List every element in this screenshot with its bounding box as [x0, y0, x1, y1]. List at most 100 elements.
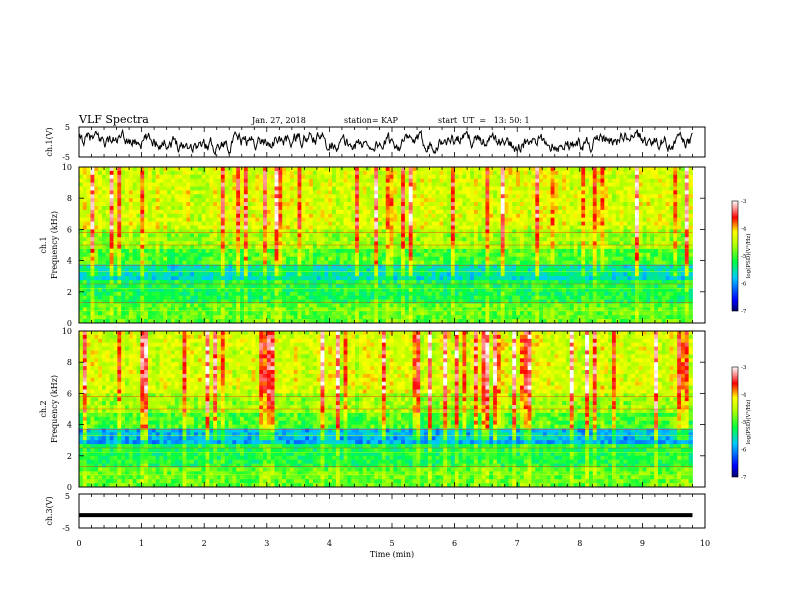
ch1-spectrogram-cell	[435, 217, 440, 222]
ch1-spectrogram-cell	[412, 248, 417, 254]
ch1-spectrogram-cell	[274, 237, 279, 242]
ch1-spectrogram-cell	[493, 190, 498, 195]
ch1-spectrogram-cell	[485, 198, 490, 203]
ch1-spectrogram-cell	[462, 229, 467, 234]
ch1-spectrogram-cell	[634, 280, 640, 285]
ch1-spectrogram-cell	[240, 233, 245, 238]
ch1-spectrogram-cell	[148, 233, 153, 238]
ch1-spectrogram-cell	[374, 276, 379, 281]
ch1-spectrogram-cell	[657, 264, 663, 269]
ch1-spectrogram-cell	[174, 256, 180, 261]
ch1-spectrogram-cell	[581, 221, 586, 226]
ch1-spectrogram-cell	[362, 202, 367, 207]
ch1-spectrogram-cell	[481, 209, 486, 215]
ch1-spectrogram-cell	[657, 276, 663, 281]
ch1-spectrogram-cell	[439, 280, 444, 285]
ch1-spectrogram-cell	[638, 194, 644, 199]
ch1-spectrogram-cell	[504, 178, 509, 183]
ch1-spectrogram-cell	[186, 272, 191, 277]
ch1-spectrogram-cell	[140, 260, 145, 265]
ch1-spectrogram-cell	[324, 170, 329, 176]
ch1-spectrogram-cell	[98, 213, 103, 219]
ch1-spectrogram-cell	[370, 221, 375, 226]
ch1-spectrogram-cell	[217, 237, 222, 242]
ch1-spectrogram-cell	[151, 186, 157, 191]
ch1-spectrogram-cell	[328, 221, 333, 226]
ch1-spectrogram-cell	[427, 276, 433, 281]
ch1-spectrogram-cell	[573, 233, 578, 238]
ch1-spectrogram-cell	[259, 237, 264, 242]
ch1-spectrogram-cell	[355, 272, 360, 277]
ch1-spectrogram-cell	[523, 170, 528, 176]
ch1-spectrogram-cell	[263, 182, 268, 187]
ch1-spectrogram-cell	[194, 276, 199, 281]
ch1-spectrogram-cell	[217, 256, 222, 261]
ch1-spectrogram-cell	[79, 252, 84, 258]
ch1-spectrogram-cell	[631, 167, 636, 172]
ch1-spectrogram-cell	[435, 248, 440, 254]
ch1-spectrogram-cell	[604, 256, 609, 261]
ch1-spectrogram-cell	[608, 233, 613, 238]
ch1-spectrogram-cell	[224, 260, 229, 265]
ch1-spectrogram-cell	[86, 182, 91, 187]
ch1-spectrogram-cell	[197, 252, 203, 258]
ch1-spectrogram-cell	[481, 186, 486, 191]
ch1-spectrogram-cell	[496, 217, 502, 222]
ch1-spectrogram-cell	[209, 213, 214, 219]
ch1-spectrogram-cell	[259, 209, 264, 215]
ch1-spectrogram-cell	[190, 221, 195, 226]
ch1-spectrogram-cell	[634, 225, 640, 230]
ch1-spectrogram-cell	[117, 237, 122, 242]
ch1-spectrogram-cell	[259, 245, 264, 250]
ch1-spectrogram-cell	[155, 280, 160, 285]
ch1-spectrogram-cell	[324, 182, 329, 187]
ch1-spectrogram-cell	[328, 248, 333, 254]
ch1-spectrogram-cell	[201, 237, 206, 242]
ch1-spectrogram-cell	[370, 225, 375, 230]
ch1-spectrogram-cell	[535, 248, 540, 254]
ch1-spectrogram-cell	[335, 221, 341, 226]
ch1-spectrogram-cell	[504, 225, 509, 230]
ch1-spectrogram-cell	[102, 186, 107, 191]
ch1-spectrogram-cell	[397, 174, 402, 180]
ch1-spectrogram-cell	[309, 237, 314, 242]
ch1-spectrogram-cell	[408, 268, 413, 273]
ch1-spectrogram-cell	[355, 213, 360, 219]
ch1-spectrogram-cell	[470, 194, 475, 199]
ch1-spectrogram-cell	[623, 252, 628, 258]
ch1-spectrogram-cell	[163, 241, 168, 246]
ch1-spectrogram-cell	[351, 276, 356, 281]
ch1-spectrogram-cell	[136, 182, 141, 187]
ch1-spectrogram-cell	[240, 241, 245, 246]
ch1-spectrogram-cell	[504, 280, 509, 285]
ch1-spectrogram-cell	[508, 209, 513, 215]
ch1-spectrogram-cell	[98, 252, 103, 258]
ch1-spectrogram-cell	[228, 221, 233, 226]
ch1-spectrogram-cell	[381, 198, 387, 203]
ch1-spectrogram-cell	[496, 229, 502, 234]
ch1-spectrogram-cell	[232, 272, 237, 277]
ch1-spectrogram-cell	[335, 217, 341, 222]
ch1-spectrogram-cell	[439, 182, 444, 187]
ch1-spectrogram-cell	[102, 252, 107, 258]
ch1-spectrogram-cell	[627, 233, 632, 238]
ch1-spectrogram-cell	[623, 280, 628, 285]
ch1-spectrogram-cell	[631, 229, 636, 234]
ch1-spectrogram-cell	[611, 182, 617, 187]
ch1-spectrogram-cell	[657, 186, 663, 191]
ch1-spectrogram-cell	[255, 170, 260, 176]
ch1-spectrogram-cell	[232, 167, 237, 172]
date-label: Jan. 27, 2018	[251, 116, 306, 125]
ch1-spectrogram-cell	[243, 245, 249, 250]
ch1-spectrogram-cell	[462, 248, 467, 254]
ch1-spectrogram-cell	[439, 221, 444, 226]
ch1-spectrogram-cell	[447, 248, 452, 254]
ch1-spectrogram-cell	[496, 190, 502, 195]
ch1-spectrogram-cell	[136, 241, 141, 246]
ch1-spectrogram-cell	[347, 170, 352, 176]
ch1-spectrogram-cell	[197, 268, 203, 273]
ch1-spectrogram-cell	[485, 276, 490, 281]
ch1-spectrogram-cell	[90, 206, 95, 211]
ch1-spectrogram-cell	[608, 174, 613, 180]
ch1-spectrogram-cell	[665, 256, 670, 261]
